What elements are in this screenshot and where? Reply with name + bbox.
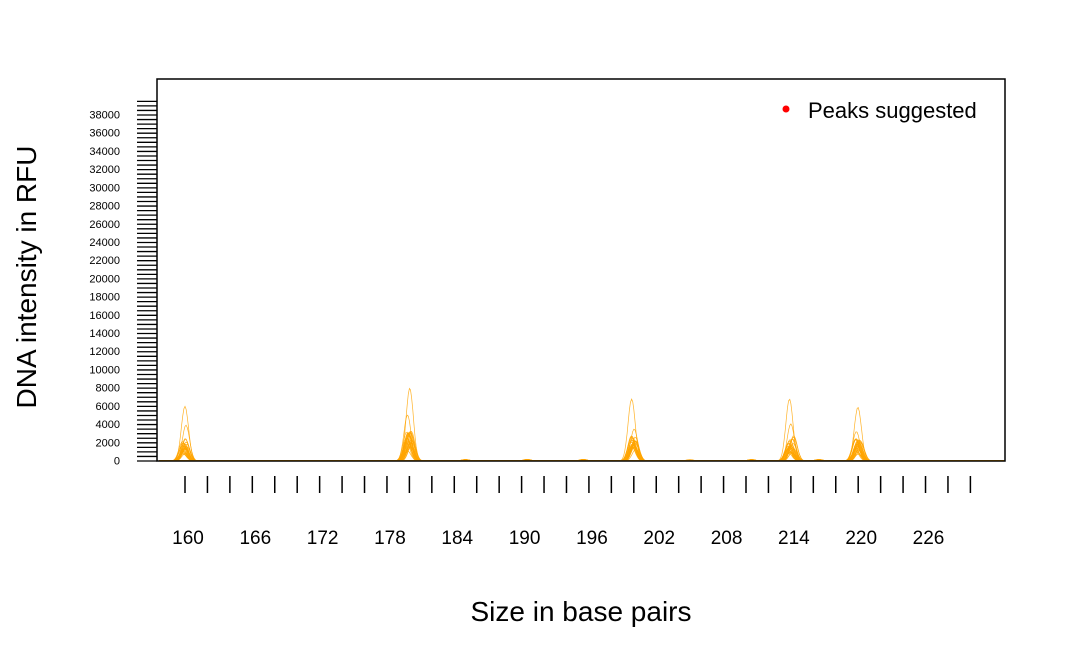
y-tick-label: 4000 <box>96 419 120 431</box>
y-tick-label: 6000 <box>96 401 120 413</box>
trace-line <box>168 432 1003 462</box>
trace-line <box>168 433 1003 462</box>
x-tick-label: 226 <box>913 528 945 549</box>
y-tick-label: 2000 <box>96 437 120 449</box>
traces <box>159 387 1004 462</box>
y-tick-label: 18000 <box>89 292 120 304</box>
y-tick-label: 30000 <box>89 182 120 194</box>
y-tick-label: 8000 <box>96 383 120 395</box>
x-tick-label: 214 <box>778 528 810 549</box>
trace-line <box>168 435 1003 462</box>
trace-line <box>168 436 1003 462</box>
y-tick-label: 38000 <box>89 110 120 122</box>
trace-line <box>168 432 1003 462</box>
trace-line <box>168 442 1003 462</box>
trace-line <box>168 430 1003 462</box>
y-tick-label: 14000 <box>89 328 120 340</box>
x-tick-label: 178 <box>374 528 406 549</box>
x-tick-label: 166 <box>239 528 271 549</box>
trace-line <box>168 441 1003 462</box>
y-tick-label: 24000 <box>89 237 120 249</box>
y-axis: 0 2000 4000 6000 8000 10000 12000 14000 16000 180… <box>89 110 120 468</box>
trace-line <box>168 432 1003 462</box>
y-tick-label: 16000 <box>89 310 120 322</box>
y-tick-label: 22000 <box>89 255 120 267</box>
x-axis-label: Size in base pairs <box>470 596 691 627</box>
y-tick-label: 26000 <box>89 219 120 231</box>
trace-line <box>168 437 1003 462</box>
trace-line <box>168 446 1003 462</box>
y-tick-label: 32000 <box>89 164 120 176</box>
x-tick-label: 208 <box>711 528 743 549</box>
trace-line <box>168 436 1003 462</box>
trace-line <box>168 387 1003 462</box>
y-axis-minor-ticks <box>137 100 157 462</box>
y-tick-label: 28000 <box>89 201 120 213</box>
trace-line <box>168 431 1003 462</box>
x-tick-label: 184 <box>441 528 473 549</box>
x-tick-label: 190 <box>509 528 541 549</box>
y-tick-label: 12000 <box>89 346 120 358</box>
y-tick-label: 36000 <box>89 128 120 140</box>
y-tick-label: 0 <box>114 456 120 468</box>
trace-line <box>168 439 1003 462</box>
x-tick-label: 196 <box>576 528 608 549</box>
y-axis-label: DNA intensity in RFU <box>11 146 42 409</box>
legend-label-peaks: Peaks suggested <box>808 98 977 123</box>
y-tick-label: 34000 <box>89 146 120 158</box>
x-tick-label: 202 <box>643 528 675 549</box>
trace-line <box>168 439 1003 462</box>
trace-line <box>168 431 1003 462</box>
y-tick-label: 20000 <box>89 273 120 285</box>
x-tick-label: 220 <box>845 528 877 549</box>
trace-line <box>168 434 1003 462</box>
x-tick-label: 172 <box>307 528 339 549</box>
x-tick-label: 160 <box>172 528 204 549</box>
trace-line <box>168 414 1003 462</box>
trace-line <box>168 438 1003 462</box>
trace-line <box>168 442 1003 462</box>
trace-line <box>168 434 1003 462</box>
trace-line <box>168 432 1003 462</box>
trace-line <box>168 438 1003 462</box>
y-tick-label: 10000 <box>89 364 120 376</box>
trace-line <box>168 440 1003 462</box>
trace-line <box>168 432 1003 462</box>
trace-line <box>168 438 1003 462</box>
x-axis: 160 166 172 178 184 190 196 202 208 214 220 226 <box>172 476 972 549</box>
trace-line <box>168 435 1003 462</box>
legend-marker-peaks <box>782 105 790 113</box>
plot-frame <box>156 78 1006 462</box>
